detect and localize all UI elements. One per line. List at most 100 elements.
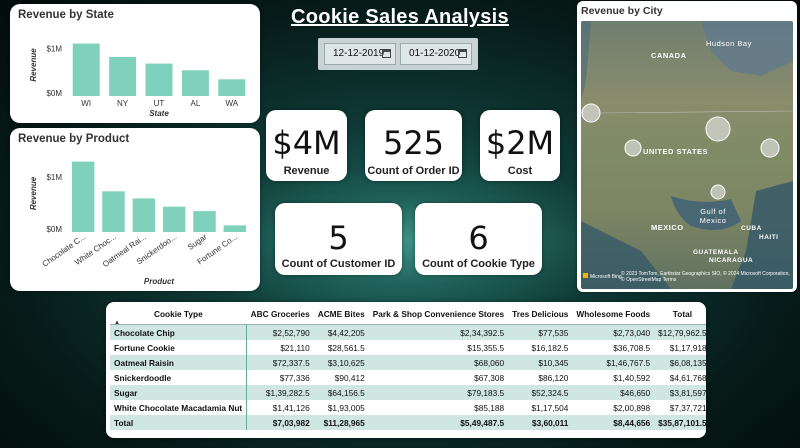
gulf-water <box>671 196 741 230</box>
bar[interactable] <box>193 211 216 232</box>
value-cell: $72,337.5 <box>246 355 314 370</box>
start-date-value: 12-12-2019 <box>333 48 385 59</box>
bar[interactable] <box>181 70 209 96</box>
value-cell: $35,87,101.5 <box>654 415 706 430</box>
map-label: GUATEMALA <box>693 249 739 256</box>
column-header[interactable]: Wholesome Foods <box>572 304 655 325</box>
kpi-label: Count of Cookie Type <box>422 258 535 270</box>
value-cell: $8,44,656 <box>572 415 655 430</box>
value-cell: $1,46,767.5 <box>572 355 655 370</box>
chart-title: Revenue by Product <box>18 133 130 145</box>
bar[interactable] <box>145 63 173 96</box>
x-tick-label: WI <box>81 99 91 108</box>
table-row[interactable]: Oatmeal Raisin $72,337.5 $3,10,625 $68,060 $… <box>110 355 706 370</box>
pacific-water <box>581 21 591 101</box>
kpi-label: Revenue <box>283 165 330 177</box>
column-header[interactable]: ACME Bites <box>313 304 369 325</box>
row-label-cell: Chocolate Chip <box>110 324 248 340</box>
map-label: NICARAGUA <box>709 257 754 264</box>
table-header-row: Cookie Type ABC Groceries ACME Bites Par… <box>110 304 706 325</box>
value-cell: $77,336 <box>279 372 310 383</box>
bar[interactable] <box>72 43 100 96</box>
table-row[interactable]: Sugar $1,39,282.5 $64,156.5 $79,183.5 $52,32… <box>110 385 706 400</box>
value-cell: $36,708.5 <box>613 342 651 353</box>
calendar-icon[interactable] <box>382 49 391 58</box>
kpi-cookie-types-card[interactable]: 6 Count of Cookie Type <box>415 203 542 275</box>
y-axis-title: Revenue <box>29 48 38 82</box>
row-label-cell: Fortune Cookie <box>110 340 248 355</box>
kpi-value: $4M <box>272 124 341 162</box>
x-tick-label: UT <box>154 99 165 108</box>
column-header[interactable]: ABC Groceries <box>246 304 314 325</box>
bar[interactable] <box>102 191 125 232</box>
kpi-value: $2M <box>485 124 555 162</box>
calendar-icon[interactable] <box>458 49 467 58</box>
bar[interactable] <box>71 161 95 232</box>
column-header[interactable]: Total <box>654 304 706 325</box>
map-terrain <box>581 21 793 289</box>
map-label: Gulf of Mexico <box>699 207 727 225</box>
value-cell: $2,00,898 <box>613 402 651 413</box>
kpi-customers-card[interactable]: 5 Count of Customer ID <box>275 203 402 275</box>
table-row[interactable]: Chocolate Chip $2,52,790 $4,42,205 $2,34,39… <box>110 324 706 340</box>
map-label: UNITED STATES <box>643 147 708 156</box>
border-line <box>600 110 793 114</box>
bar[interactable] <box>132 198 156 232</box>
hudson-bay-water <box>701 21 793 76</box>
column-header[interactable]: Tres Delicious <box>508 304 573 325</box>
bar[interactable] <box>218 79 246 96</box>
sales-matrix-card[interactable]: Cookie Type ABC Groceries ACME Bites Par… <box>106 302 706 438</box>
value-cell: $1,93,005 <box>327 402 365 413</box>
map-attribution[interactable]: © 2023 TomTom, Earthstar Geographics SIO… <box>621 271 790 283</box>
total-row[interactable]: Total $7,03,982 $11,28,965 $5,49,487.5 $3,60… <box>110 415 706 430</box>
start-date-field[interactable]: 12-12-2019 <box>324 43 396 65</box>
column-header[interactable]: Cookie Type <box>110 304 247 325</box>
kpi-cost-card[interactable]: $2M Cost <box>480 110 560 181</box>
end-date-field[interactable]: 01-12-2020 <box>400 43 472 65</box>
city-bubble[interactable] <box>581 103 601 123</box>
x-axis-title: State <box>149 109 169 118</box>
value-cell: $6,08,135 <box>654 355 706 370</box>
value-cell: $7,03,982 <box>246 415 314 430</box>
revenue-by-state-card[interactable]: Revenue by State $0M $1M Revenue WI NY UT AL WA… <box>10 4 260 123</box>
x-tick-label: AL <box>191 99 201 108</box>
bar[interactable] <box>223 225 247 232</box>
table-row[interactable]: Snickerdoodle $77,336 $90,412 $67,308 $86,12… <box>110 370 706 385</box>
value-cell: $67,308 <box>474 372 505 383</box>
sort-ascending-icon[interactable]: ▲ <box>114 320 120 326</box>
value-cell: $1,17,504 <box>531 402 569 413</box>
value-cell: $5,49,487.5 <box>368 415 509 430</box>
revenue-by-product-card[interactable]: Revenue by Product $0M $1M Revenue Chocolat… <box>10 128 260 291</box>
map-canvas[interactable]: Hudson Bay CANADA UNITED STATES Gulf of … <box>581 21 793 289</box>
value-cell: $1,39,282.5 <box>246 385 314 400</box>
kpi-revenue-card[interactable]: $4M Revenue <box>266 110 347 181</box>
table-row[interactable]: White Chocolate Macadamia Nut $1,41,126 $1… <box>110 400 706 415</box>
date-range-slicer[interactable]: 12-12-2019 01-12-2020 <box>318 38 478 70</box>
kpi-value: 6 <box>468 219 489 257</box>
row-label-cell: White Chocolate Macadamia Nut <box>110 400 248 415</box>
map-label: MEXICO <box>651 223 684 232</box>
y-axis-title: Revenue <box>29 176 38 210</box>
table-row[interactable]: Fortune Cookie $21,110 $28,561.5 $15,355.5 $… <box>110 340 706 355</box>
value-cell: $10,345 <box>508 355 573 370</box>
city-bubble[interactable] <box>760 138 780 158</box>
kpi-label: Count of Customer ID <box>281 258 396 270</box>
bar[interactable] <box>162 206 186 232</box>
city-bubble[interactable] <box>705 116 731 142</box>
value-cell: $3,60,011 <box>508 415 573 430</box>
city-bubble[interactable] <box>624 139 642 157</box>
bar[interactable] <box>109 56 137 96</box>
city-bubble[interactable] <box>710 184 726 200</box>
end-date-value: 01-12-2020 <box>409 48 461 59</box>
value-cell: $2,34,392.5 <box>368 324 509 340</box>
column-header[interactable]: Park & Shop Convenience Stores <box>368 304 509 325</box>
value-cell: $2,52,790 <box>246 324 314 340</box>
kpi-orders-card[interactable]: 525 Count of Order ID <box>365 110 462 181</box>
revenue-by-city-card[interactable]: Revenue by City Hudson Bay CANADA UNITED… <box>577 1 797 292</box>
sales-matrix-table[interactable]: Cookie Type ABC Groceries ACME Bites Par… <box>110 304 706 430</box>
kpi-value: 5 <box>328 219 349 257</box>
y-tick-label: $0M <box>46 89 62 98</box>
value-cell: $16,182.5 <box>531 342 569 353</box>
value-cell: $1,17,918 <box>669 342 706 353</box>
